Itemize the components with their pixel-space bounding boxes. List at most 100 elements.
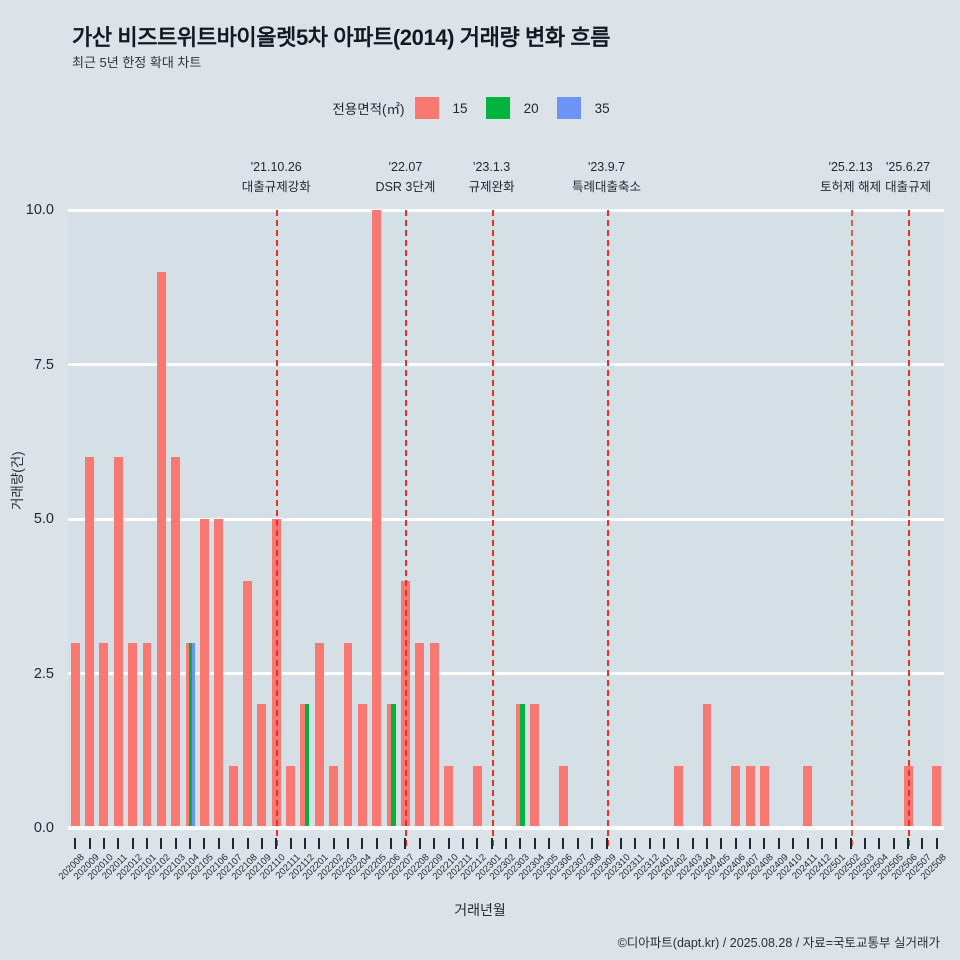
- bar-202103[interactable]: [171, 210, 181, 828]
- legend-item-35[interactable]: 35: [556, 97, 610, 119]
- x-axis-tick: [232, 838, 235, 849]
- bar-202105[interactable]: [199, 210, 209, 828]
- x-axis-tick: [677, 838, 680, 849]
- bar-stack: [257, 704, 267, 828]
- x-axis-tick: [447, 838, 450, 849]
- bar-stack: [271, 519, 281, 828]
- x-axis-tick: [332, 838, 335, 849]
- bar-202207[interactable]: [401, 210, 410, 828]
- event-line-DSR 3단계: [405, 210, 408, 846]
- bar-stack: [85, 457, 94, 828]
- bar-stack: [702, 704, 712, 828]
- x-axis-tick: [189, 838, 192, 849]
- bar-stack: [314, 642, 324, 828]
- bar-202306[interactable]: [558, 210, 568, 828]
- bar-202304[interactable]: [530, 210, 540, 828]
- bar-202110[interactable]: [271, 210, 281, 828]
- bar-202209[interactable]: [429, 210, 439, 828]
- bar-202106[interactable]: [214, 210, 224, 828]
- bar-202212[interactable]: [472, 210, 482, 828]
- bar-202407[interactable]: [745, 210, 755, 828]
- bar-segment-15: [760, 766, 769, 828]
- legend-title: 전용면적(㎡): [332, 102, 405, 117]
- bar-202101[interactable]: [142, 210, 152, 828]
- bar-stack: [228, 766, 238, 828]
- bar-segment-15: [128, 642, 138, 828]
- bar-202008[interactable]: [70, 210, 80, 828]
- bar-202208[interactable]: [415, 210, 425, 828]
- bar-segment-35: [191, 642, 195, 828]
- x-axis-tick: [605, 838, 608, 849]
- bar-segment-15: [199, 519, 209, 828]
- bar-202104[interactable]: [185, 210, 195, 828]
- event-title: DSR 3단계: [375, 180, 436, 194]
- x-axis-tick: [246, 838, 249, 849]
- bar-202112[interactable]: [300, 210, 310, 828]
- event-date: '22.07: [388, 160, 423, 174]
- bar-segment-15: [113, 457, 123, 828]
- bar-202408[interactable]: [760, 210, 769, 828]
- bar-202406[interactable]: [731, 210, 741, 828]
- bar-202206[interactable]: [386, 210, 396, 828]
- bar-202506[interactable]: [903, 210, 913, 828]
- bar-stack: [185, 642, 195, 828]
- bar-series-container: [68, 210, 944, 828]
- bar-segment-15: [171, 457, 181, 828]
- bar-segment-15: [673, 766, 683, 828]
- bar-202201[interactable]: [314, 210, 324, 828]
- bar-202411[interactable]: [803, 210, 812, 828]
- bar-202108[interactable]: [243, 210, 252, 828]
- bar-202202[interactable]: [329, 210, 339, 828]
- bar-segment-15: [300, 704, 305, 828]
- bar-stack: [673, 766, 683, 828]
- bar-202402[interactable]: [673, 210, 683, 828]
- bar-202011[interactable]: [113, 210, 123, 828]
- bar-202102[interactable]: [156, 210, 166, 828]
- x-axis-tick: [375, 838, 378, 849]
- legend-item-20[interactable]: 20: [485, 97, 539, 119]
- event-date: '23.9.7: [587, 160, 626, 174]
- bar-segment-15: [558, 766, 568, 828]
- bar-202203[interactable]: [343, 210, 353, 828]
- page-title: 가산 비즈트위트바이올렛5차 아파트(2014) 거래량 변화 흐름: [72, 25, 611, 50]
- bar-stack: [286, 766, 296, 828]
- bar-202109[interactable]: [257, 210, 267, 828]
- x-axis-tick: [390, 838, 393, 849]
- bar-stack: [99, 642, 109, 828]
- x-axis-tick: [935, 838, 938, 849]
- x-axis-tick: [533, 838, 536, 849]
- legend-swatch-icon: [556, 97, 581, 119]
- gridline: [68, 517, 944, 521]
- x-axis-tick: [878, 838, 881, 849]
- x-axis-tick: [591, 838, 594, 849]
- bar-202010[interactable]: [99, 210, 109, 828]
- bar-segment-15: [702, 704, 712, 828]
- bar-202210[interactable]: [444, 210, 453, 828]
- bar-segment-15: [85, 457, 94, 828]
- bar-202009[interactable]: [85, 210, 94, 828]
- event-title: 특례대출축소: [572, 180, 642, 194]
- bar-stack: [932, 766, 942, 828]
- y-axis-tick-label: 5.0: [33, 511, 54, 527]
- x-axis-tick: [792, 838, 795, 849]
- event-line-특례대출축소: [606, 210, 609, 846]
- x-axis-tick: [706, 838, 709, 849]
- x-axis-tick: [404, 838, 407, 849]
- bar-segment-15: [401, 580, 410, 828]
- x-axis-tick: [88, 838, 91, 849]
- bar-202303[interactable]: [515, 210, 525, 828]
- legend-label: 20: [523, 100, 539, 116]
- bar-stack: [444, 766, 453, 828]
- bar-202508[interactable]: [932, 210, 942, 828]
- bar-202111[interactable]: [286, 210, 296, 828]
- bar-202107[interactable]: [228, 210, 238, 828]
- x-axis-tick: [749, 838, 752, 849]
- bar-stack: [558, 766, 568, 828]
- legend-item-15[interactable]: 15: [414, 97, 468, 119]
- event-title: 토허제 해제: [820, 180, 882, 194]
- bar-202404[interactable]: [702, 210, 712, 828]
- bar-202205[interactable]: [372, 210, 382, 828]
- bar-202012[interactable]: [128, 210, 138, 828]
- bar-202204[interactable]: [357, 210, 367, 828]
- bar-segment-15: [803, 766, 812, 828]
